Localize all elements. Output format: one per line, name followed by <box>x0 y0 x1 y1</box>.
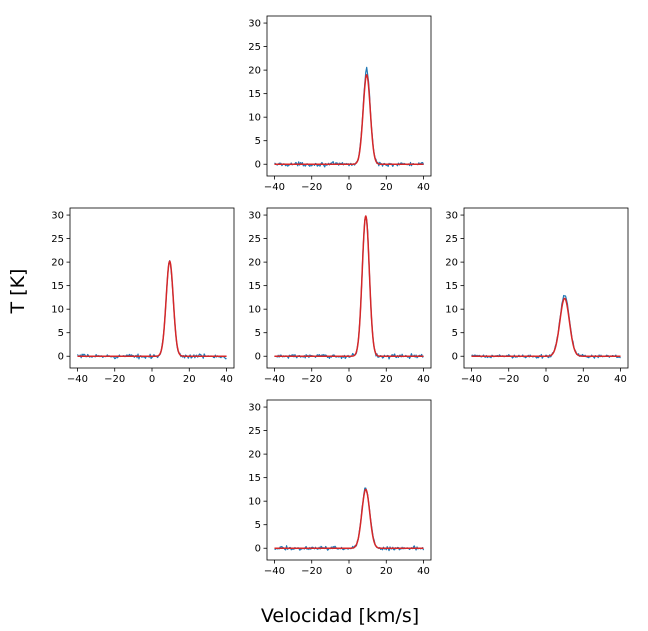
y-tick-label: 25 <box>248 426 261 437</box>
y-tick-label: 10 <box>248 497 261 508</box>
observed-spectrum-line <box>76 260 227 360</box>
x-tick-label: 40 <box>417 182 430 193</box>
y-tick-label: 25 <box>248 234 261 245</box>
model-spectrum-line <box>274 74 424 165</box>
x-tick-label: −40 <box>67 374 88 385</box>
x-tick-label: 20 <box>380 182 393 193</box>
panel-frame <box>69 207 235 369</box>
panel-top: −40 −20 0 20 40 0 5 10 15 20 25 30 <box>248 15 432 193</box>
x-tick-label: −40 <box>264 374 285 385</box>
x-tick-label: −20 <box>301 566 322 577</box>
panel-frame <box>266 15 432 177</box>
model-spectrum-line <box>77 260 227 357</box>
x-tick-label: 40 <box>614 374 627 385</box>
y-tick-label: 5 <box>58 328 64 339</box>
y-tick-label: 0 <box>255 352 261 363</box>
y-tick-label: 30 <box>248 19 261 30</box>
panel-frame <box>266 399 432 561</box>
x-tick-label: 20 <box>183 374 196 385</box>
y-tick-label: 5 <box>452 328 458 339</box>
x-tick-label: 0 <box>543 374 549 385</box>
x-tick-label: −20 <box>498 374 519 385</box>
y-tick-label: 30 <box>51 211 64 222</box>
y-tick-label: 30 <box>445 211 458 222</box>
x-tick-label: 20 <box>577 374 590 385</box>
y-tick-label: 5 <box>255 136 261 147</box>
x-tick-label: −20 <box>301 182 322 193</box>
observed-spectrum-line <box>471 294 621 359</box>
y-tick-label: 20 <box>248 258 261 269</box>
panel-right: −40 −20 0 20 40 0 5 10 15 20 25 30 <box>445 207 629 385</box>
y-tick-label: 15 <box>445 281 458 292</box>
x-tick-label: −40 <box>264 566 285 577</box>
panel-center: −40 −20 0 20 40 0 5 10 15 20 25 30 <box>248 207 432 385</box>
figure-x-axis-label: Velocidad [km/s] <box>261 605 419 627</box>
x-tick-label: 0 <box>149 374 155 385</box>
y-tick-label: 30 <box>248 403 261 414</box>
panel-left: −40 −20 0 20 40 0 5 10 15 20 25 30 <box>51 207 235 385</box>
y-tick-label: 15 <box>248 281 261 292</box>
y-tick-label: 20 <box>445 258 458 269</box>
panels-group: −40 −20 0 20 40 0 5 10 15 20 25 30 −40 −20 0 20 40 0 5 10 15… <box>51 15 629 577</box>
y-tick-label: 25 <box>51 234 64 245</box>
y-tick-label: 15 <box>248 89 261 100</box>
y-tick-label: 0 <box>58 352 64 363</box>
y-tick-label: 5 <box>255 328 261 339</box>
observed-spectrum-line <box>274 215 424 360</box>
x-tick-label: −20 <box>104 374 125 385</box>
y-tick-label: 15 <box>248 473 261 484</box>
y-tick-label: 20 <box>248 66 261 77</box>
x-tick-label: 0 <box>346 566 352 577</box>
x-tick-label: 40 <box>220 374 233 385</box>
x-tick-label: 20 <box>380 566 393 577</box>
y-tick-label: 0 <box>255 160 261 171</box>
y-tick-label: 25 <box>248 42 261 53</box>
model-spectrum-line <box>274 488 424 549</box>
figure-y-axis-label: T [K] <box>7 269 29 315</box>
x-tick-label: −40 <box>461 374 482 385</box>
panel-bottom: −40 −20 0 20 40 0 5 10 15 20 25 30 <box>248 399 432 577</box>
panel-frame <box>266 207 432 369</box>
y-tick-label: 20 <box>248 450 261 461</box>
y-tick-label: 10 <box>248 113 261 124</box>
model-spectrum-line <box>471 297 621 357</box>
x-tick-label: 0 <box>346 374 352 385</box>
y-tick-label: 5 <box>255 520 261 531</box>
x-tick-label: 40 <box>417 374 430 385</box>
observed-spectrum-line <box>274 487 425 552</box>
y-tick-label: 25 <box>445 234 458 245</box>
x-tick-label: 0 <box>346 182 352 193</box>
panel-frame <box>463 207 629 369</box>
y-tick-label: 10 <box>51 305 64 316</box>
x-tick-label: 40 <box>417 566 430 577</box>
x-tick-label: −40 <box>264 182 285 193</box>
y-tick-label: 30 <box>248 211 261 222</box>
observed-spectrum-line <box>274 66 425 168</box>
y-tick-label: 0 <box>255 544 261 555</box>
x-tick-label: −20 <box>301 374 322 385</box>
y-tick-label: 10 <box>445 305 458 316</box>
y-tick-label: 15 <box>51 281 64 292</box>
model-spectrum-line <box>274 215 424 357</box>
x-tick-label: 20 <box>380 374 393 385</box>
y-tick-label: 20 <box>51 258 64 269</box>
y-tick-label: 0 <box>452 352 458 363</box>
y-tick-label: 10 <box>248 305 261 316</box>
